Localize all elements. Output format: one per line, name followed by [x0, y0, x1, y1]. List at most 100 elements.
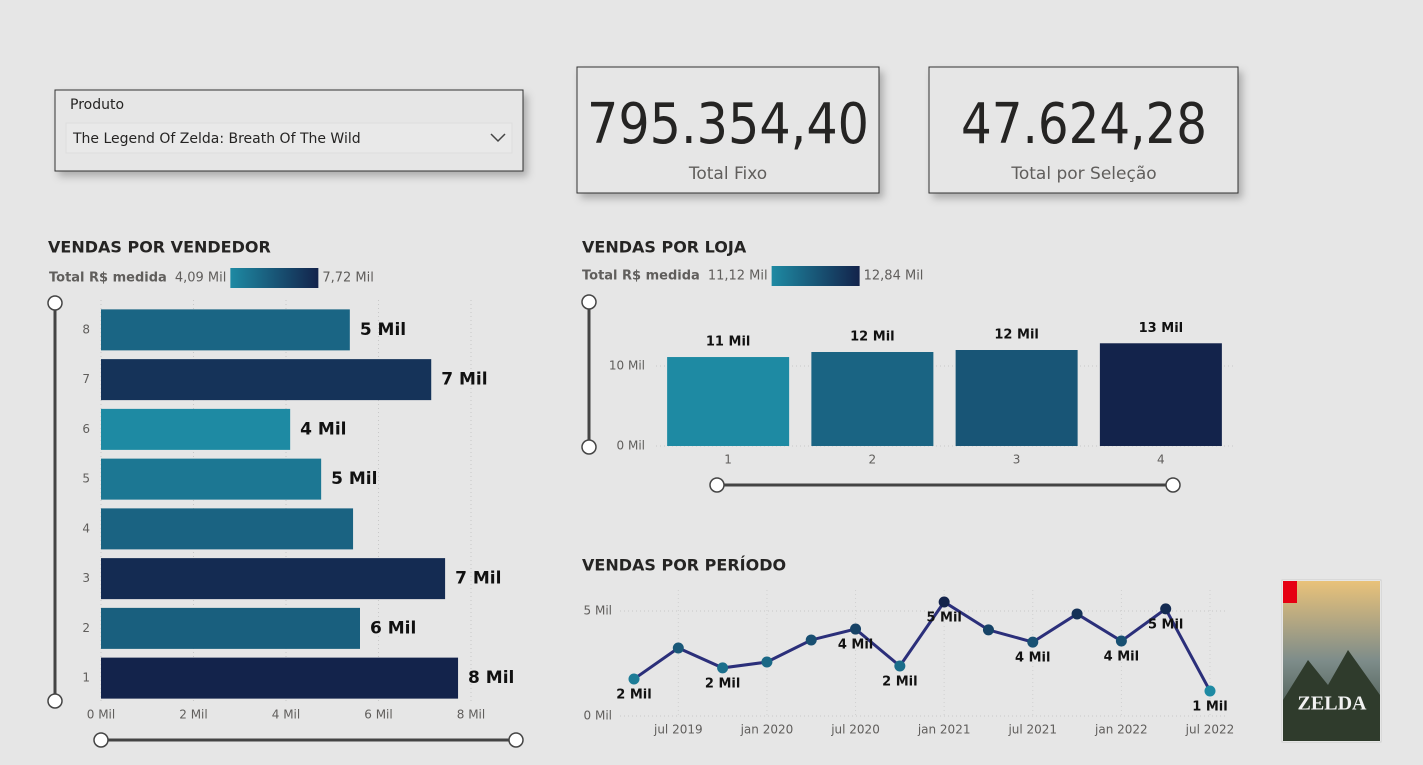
point	[805, 634, 817, 646]
data-label: 5 Mil	[926, 610, 961, 625]
card	[576, 66, 880, 194]
data-label: 5 Mil	[331, 469, 377, 489]
card	[928, 66, 1239, 194]
legend-max: 7,72 Mil	[322, 271, 374, 286]
data-label: 4 Mil	[1015, 651, 1050, 666]
handle[interactable]	[93, 732, 109, 748]
data-label: 12 Mil	[994, 328, 1038, 343]
legend-scale	[230, 268, 319, 288]
bar	[101, 408, 291, 450]
x-tick-label: 3	[1013, 453, 1021, 467]
sliders	[47, 294, 1181, 748]
data-label: 1 Mil	[1192, 700, 1227, 715]
legend-max: 12,84 Mil	[864, 269, 924, 284]
bar	[811, 352, 934, 446]
point	[1204, 685, 1216, 697]
x-tick-label: jul 2020	[830, 723, 880, 737]
handle[interactable]	[47, 693, 63, 709]
data-label: 5 Mil	[1148, 617, 1183, 632]
x-tick-label: jul 2022	[1185, 723, 1235, 737]
y-tick-label: 0 Mil	[584, 709, 612, 723]
point	[850, 623, 862, 635]
x-tick-label: jan 2020	[740, 723, 794, 737]
chart-title: VENDAS POR LOJA	[582, 238, 747, 257]
bar	[101, 657, 459, 699]
card-label: Total por Seleção	[1010, 164, 1156, 184]
data-label: 8 Mil	[468, 668, 514, 688]
handle[interactable]	[508, 732, 524, 748]
point	[1115, 635, 1127, 647]
x-tick-label: 1	[724, 453, 732, 467]
y-tick-label: 1	[82, 671, 90, 685]
x-tick-label: 0 Mil	[87, 708, 115, 722]
legend-min: 4,09 Mil	[175, 271, 227, 286]
y-tick-label: 4	[82, 521, 90, 535]
legend-scale	[771, 266, 860, 286]
point	[1160, 603, 1172, 615]
chevron	[490, 133, 506, 143]
slicer-value: The Legend Of Zelda: Breath Of The Wild	[72, 131, 361, 147]
x-tick-label: 4	[1157, 453, 1165, 467]
bar	[101, 508, 354, 550]
line	[633, 599, 1212, 692]
bar	[101, 359, 432, 401]
point	[938, 596, 950, 608]
data-label: 4 Mil	[838, 638, 873, 653]
x-tick-label: jul 2021	[1007, 723, 1057, 737]
data-label: 4 Mil	[300, 419, 346, 439]
data-label: 7 Mil	[455, 569, 501, 589]
cover-image: ZELDA	[1281, 579, 1382, 743]
data-label: 5 Mil	[360, 320, 406, 340]
y-tick-label: 5	[82, 472, 90, 486]
data-label: 13 Mil	[1139, 321, 1183, 336]
data-label: 7 Mil	[441, 370, 487, 390]
data-label: 2 Mil	[882, 675, 917, 690]
dropdown[interactable]	[65, 122, 513, 154]
card-value: 47.624,28	[961, 92, 1207, 157]
bar	[667, 357, 790, 446]
handle[interactable]	[1165, 477, 1181, 493]
bar	[101, 309, 350, 351]
bar	[101, 458, 322, 500]
x-tick-label: 8 Mil	[457, 708, 485, 722]
handle[interactable]	[581, 294, 597, 310]
y-tick-label: 6	[82, 422, 90, 436]
handle[interactable]	[581, 439, 597, 455]
bar	[955, 350, 1078, 446]
data-label: 4 Mil	[1104, 650, 1139, 665]
handle[interactable]	[709, 477, 725, 493]
point	[761, 656, 773, 668]
data-label: 2 Mil	[616, 688, 651, 703]
x-tick-label: jul 2019	[653, 723, 703, 737]
point	[982, 624, 994, 636]
chart-title: VENDAS POR VENDEDOR	[48, 238, 271, 257]
bar	[1099, 343, 1222, 446]
point	[894, 660, 906, 672]
data-label: 12 Mil	[850, 330, 894, 345]
x-tick-label: jan 2021	[917, 723, 971, 737]
data-label: 2 Mil	[705, 676, 740, 691]
x-tick-label: 2 Mil	[179, 708, 207, 722]
data-label: 6 Mil	[370, 618, 416, 638]
point	[628, 673, 640, 685]
point	[717, 662, 729, 674]
bar	[101, 607, 360, 649]
x-tick-label: 4 Mil	[272, 708, 300, 722]
point	[1027, 636, 1039, 648]
card-value: 795.354,40	[587, 92, 869, 157]
y-tick-label: 0 Mil	[617, 439, 645, 453]
y-tick-label: 5 Mil	[584, 604, 612, 618]
chart-title: VENDAS POR PERÍODO	[582, 556, 786, 575]
point	[1071, 608, 1083, 620]
x-tick-label: 6 Mil	[364, 708, 392, 722]
legend-min: 11,12 Mil	[708, 269, 768, 284]
card-label: Total Fixo	[688, 164, 767, 184]
bar	[101, 558, 446, 600]
point	[672, 642, 684, 654]
data-label: 11 Mil	[706, 335, 750, 350]
legend-title: Total R$ medida	[49, 271, 167, 286]
cover-text: ZELDA	[1298, 693, 1367, 715]
handle[interactable]	[47, 295, 63, 311]
legend-title: Total R$ medida	[582, 269, 700, 284]
